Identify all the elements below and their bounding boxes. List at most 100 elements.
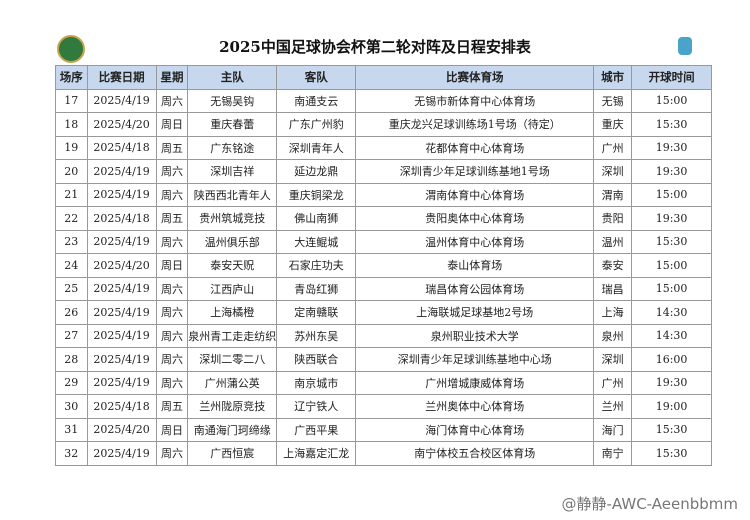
table-cell: 2025/4/19 xyxy=(86,182,157,207)
table-cell: 2025/4/20 xyxy=(86,253,157,278)
table-cell: 上海嘉定汇龙 xyxy=(276,441,357,466)
title: 2025中国足球协会杯第二轮对阵及日程安排表 xyxy=(219,38,531,56)
table-cell: 15:30 xyxy=(631,112,712,137)
table-cell: 15:00 xyxy=(631,88,712,113)
table-cell: 重庆春蕾 xyxy=(187,112,278,137)
table-cell: 延边龙鼎 xyxy=(276,159,357,184)
table-cell: 28 xyxy=(55,347,88,372)
table-cell: 南宁体校五合校区体育场 xyxy=(355,441,595,466)
table-cell: 兰州陇原竞技 xyxy=(187,394,278,419)
table-row: 32 2025/4/19 周六 广西恒宸 上海嘉定汇龙 南宁体校五合校区体育场 南宁 15:3… xyxy=(55,441,712,466)
table-cell: 花都体育中心体育场 xyxy=(355,135,595,160)
table-row: 29 2025/4/19 周六 广州蒲公英 南京城市 广州增城康威体育场 广州 19:30 xyxy=(55,370,712,395)
table-row: 28 2025/4/19 周六 深圳二零二八 陕西联合 深圳青少年足球训练基地中心场 深圳 1… xyxy=(55,347,712,372)
table-row: 25 2025/4/19 周六 江西庐山 青岛红狮 瑞昌体育公园体育场 瑞昌 15:00 xyxy=(55,276,712,301)
table-cell: 32 xyxy=(55,441,88,466)
column-header: 主队 xyxy=(187,65,278,90)
table-cell: 24 xyxy=(55,253,88,278)
table-cell: 周六 xyxy=(155,323,189,348)
table-row: 30 2025/4/18 周五 兰州陇原竞技 辽宁铁人 兰州奥体中心体育场 兰州 19:00 xyxy=(55,394,712,419)
table-cell: 周六 xyxy=(155,441,189,466)
table-cell: 温州俱乐部 xyxy=(187,229,278,254)
table-cell: 无锡吴钩 xyxy=(187,88,278,113)
table-cell: 无锡市新体育中心体育场 xyxy=(355,88,595,113)
table-cell: 26 xyxy=(55,300,88,325)
table-cell: 深圳青年人 xyxy=(276,135,357,160)
table-cell: 14:30 xyxy=(631,323,712,348)
table-cell: 2025/4/19 xyxy=(86,323,157,348)
schedule-table: 场序 比赛日期 星期 主队 客队 比赛体育场 城市 开球时间 17 2025/4/19 周六 无锡吴… xyxy=(55,65,712,466)
table-cell: 广西恒宸 xyxy=(187,441,278,466)
table-cell: 31 xyxy=(55,417,88,442)
table-cell: 2025/4/19 xyxy=(86,300,157,325)
table-cell: 陕西联合 xyxy=(276,347,357,372)
table-row: 20 2025/4/19 周六 深圳吉祥 延边龙鼎 深圳青少年足球训练基地1号场 深圳 19:… xyxy=(55,159,712,184)
table-cell: 22 xyxy=(55,206,88,231)
table-cell: 石家庄功夫 xyxy=(276,253,357,278)
table-row: 31 2025/4/20 周日 南通海门珂缔缘 广西平果 海门体育中心体育场 海门 15:30 xyxy=(55,417,712,442)
table-cell: 周五 xyxy=(155,135,189,160)
table-cell: 贵阳奥体中心体育场 xyxy=(355,206,595,231)
table-cell: 辽宁铁人 xyxy=(276,394,357,419)
watermark: @静静-AWC-Aeenbbmm xyxy=(561,495,738,513)
table-cell: 广东铭途 xyxy=(187,135,278,160)
table-cell: 上海 xyxy=(593,300,633,325)
table-cell: 2025/4/19 xyxy=(86,229,157,254)
table-cell: 2025/4/20 xyxy=(86,112,157,137)
table-cell: 15:30 xyxy=(631,441,712,466)
column-header: 城市 xyxy=(593,65,633,90)
table-cell: 15:00 xyxy=(631,253,712,278)
table-cell: 重庆龙兴足球训练场1号场（待定） xyxy=(355,112,595,137)
table-cell: 周六 xyxy=(155,276,189,301)
table-cell: 16:00 xyxy=(631,347,712,372)
table-cell: 青岛红狮 xyxy=(276,276,357,301)
table-cell: 15:00 xyxy=(631,182,712,207)
table-row: 24 2025/4/20 周日 泰安天贶 石家庄功夫 泰山体育场 泰安 15:00 xyxy=(55,253,712,278)
column-header: 星期 xyxy=(155,65,189,90)
table-cell: 瑞昌体育公园体育场 xyxy=(355,276,595,301)
table-cell: 25 xyxy=(55,276,88,301)
table-cell: 南通海门珂缔缘 xyxy=(187,417,278,442)
table-cell: 27 xyxy=(55,323,88,348)
table-cell: 大连鲲城 xyxy=(276,229,357,254)
table-cell: 泉州青工走走纺织 xyxy=(187,323,278,348)
table-cell: 兰州 xyxy=(593,394,633,419)
table-cell: 21 xyxy=(55,182,88,207)
table-cell: 15:30 xyxy=(631,417,712,442)
table-cell: 周六 xyxy=(155,370,189,395)
table-cell: 周五 xyxy=(155,394,189,419)
table-cell: 2025/4/20 xyxy=(86,417,157,442)
table-cell: 温州 xyxy=(593,229,633,254)
table-cell: 深圳青少年足球训练基地1号场 xyxy=(355,159,595,184)
table-cell: 深圳吉祥 xyxy=(187,159,278,184)
table-cell: 15:00 xyxy=(631,276,712,301)
table-cell: 29 xyxy=(55,370,88,395)
table-cell: 佛山南狮 xyxy=(276,206,357,231)
table-cell: 广州 xyxy=(593,135,633,160)
table-row: 19 2025/4/18 周五 广东铭途 深圳青年人 花都体育中心体育场 广州 19:30 xyxy=(55,135,712,160)
table-row: 21 2025/4/19 周六 陕西西北青年人 重庆铜梁龙 渭南体育中心体育场 渭南 15:0… xyxy=(55,182,712,207)
table-cell: 周六 xyxy=(155,88,189,113)
table-cell: 无锡 xyxy=(593,88,633,113)
table-cell: 18 xyxy=(55,112,88,137)
table-cell: 深圳 xyxy=(593,347,633,372)
table-cell: 上海橘橙 xyxy=(187,300,278,325)
table-cell: 上海联城足球基地2号场 xyxy=(355,300,595,325)
table-cell: 2025/4/18 xyxy=(86,206,157,231)
table-cell: 温州体育中心体育场 xyxy=(355,229,595,254)
right-logo xyxy=(678,37,692,55)
table-row: 17 2025/4/19 周六 无锡吴钩 南通支云 无锡市新体育中心体育场 无锡 15:00 xyxy=(55,88,712,113)
table-cell: 周五 xyxy=(155,206,189,231)
table-cell: 19:30 xyxy=(631,370,712,395)
table-cell: 2025/4/19 xyxy=(86,159,157,184)
table-cell: 2025/4/19 xyxy=(86,88,157,113)
table-cell: 周日 xyxy=(155,417,189,442)
table-cell: 14:30 xyxy=(631,300,712,325)
table-cell: 2025/4/19 xyxy=(86,347,157,372)
header-row: 场序 比赛日期 星期 主队 客队 比赛体育场 城市 开球时间 xyxy=(55,65,712,90)
table-cell: 17 xyxy=(55,88,88,113)
column-header: 比赛体育场 xyxy=(355,65,595,90)
table-row: 18 2025/4/20 周日 重庆春蕾 广东广州豹 重庆龙兴足球训练场1号场（待定） 重庆… xyxy=(55,112,712,137)
table-cell: 重庆铜梁龙 xyxy=(276,182,357,207)
